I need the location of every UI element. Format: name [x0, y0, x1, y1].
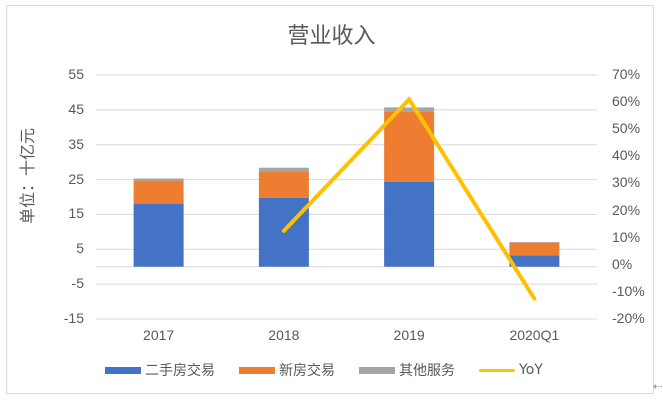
- right-tick-label: 30%: [612, 174, 641, 191]
- legend-item[interactable]: YoY: [479, 362, 543, 378]
- bar-segment[interactable]: [384, 107, 435, 112]
- legend-label: 其他服务: [399, 363, 455, 379]
- right-tick-label: 50%: [612, 120, 641, 137]
- left-tick-label: -15: [63, 310, 84, 326]
- right-tick-label: -10%: [612, 282, 645, 299]
- bar-segment[interactable]: [133, 178, 184, 181]
- bar-segment[interactable]: [133, 203, 184, 267]
- left-tick-label: 35: [68, 135, 84, 152]
- left-tick-label: -5: [71, 275, 84, 292]
- bar-segment[interactable]: [258, 167, 309, 172]
- legend-swatch: [105, 366, 141, 374]
- right-tick-label: 60%: [612, 93, 641, 110]
- legend-label: 新房交易: [279, 363, 335, 379]
- x-tick-label: 2018: [268, 327, 300, 343]
- right-tick-label: 20%: [612, 201, 641, 218]
- right-tick-label: -20%: [612, 310, 645, 326]
- right-tick-label: 70%: [612, 66, 641, 82]
- right-tick-label: 0%: [612, 255, 633, 272]
- left-tick-label: 25: [68, 170, 84, 187]
- x-tick-label: 2019: [393, 327, 425, 343]
- yoy-line[interactable]: [281, 96, 537, 301]
- chart-title: 营业收入: [287, 24, 376, 49]
- bar-segment[interactable]: [509, 241, 560, 243]
- legend-item[interactable]: 二手房交易: [105, 360, 215, 380]
- bar-segment[interactable]: [258, 171, 309, 198]
- bar-segment[interactable]: [509, 255, 560, 267]
- bar-segment[interactable]: [384, 181, 435, 267]
- left-tick-label: 5: [76, 240, 84, 257]
- bar-segment[interactable]: [509, 242, 560, 256]
- right-tick-label: 10%: [612, 228, 641, 245]
- bar-segment[interactable]: [133, 180, 184, 204]
- legend-label: YoY: [519, 362, 543, 378]
- arrow-left-icon[interactable]: ⇠: [653, 380, 663, 393]
- left-tick-label: 45: [68, 100, 84, 117]
- legend-item[interactable]: 新房交易: [239, 360, 335, 380]
- legend-swatch: [239, 366, 275, 374]
- bar-segment[interactable]: [384, 111, 435, 182]
- legend-swatch: [359, 366, 395, 374]
- chart-frame: [6, 5, 654, 394]
- left-tick-label: 15: [68, 205, 84, 222]
- left-tick-label: 55: [68, 66, 84, 82]
- x-tick-label: 2017: [143, 327, 175, 343]
- x-tick-label: 2020Q1: [509, 327, 560, 343]
- legend: 二手房交易 新房交易 其他服务 YoY: [105, 360, 567, 380]
- legend-item[interactable]: 其他服务: [359, 360, 455, 380]
- right-tick-label: 40%: [612, 147, 641, 164]
- legend-label: 二手房交易: [145, 363, 215, 379]
- legend-swatch: [479, 368, 515, 372]
